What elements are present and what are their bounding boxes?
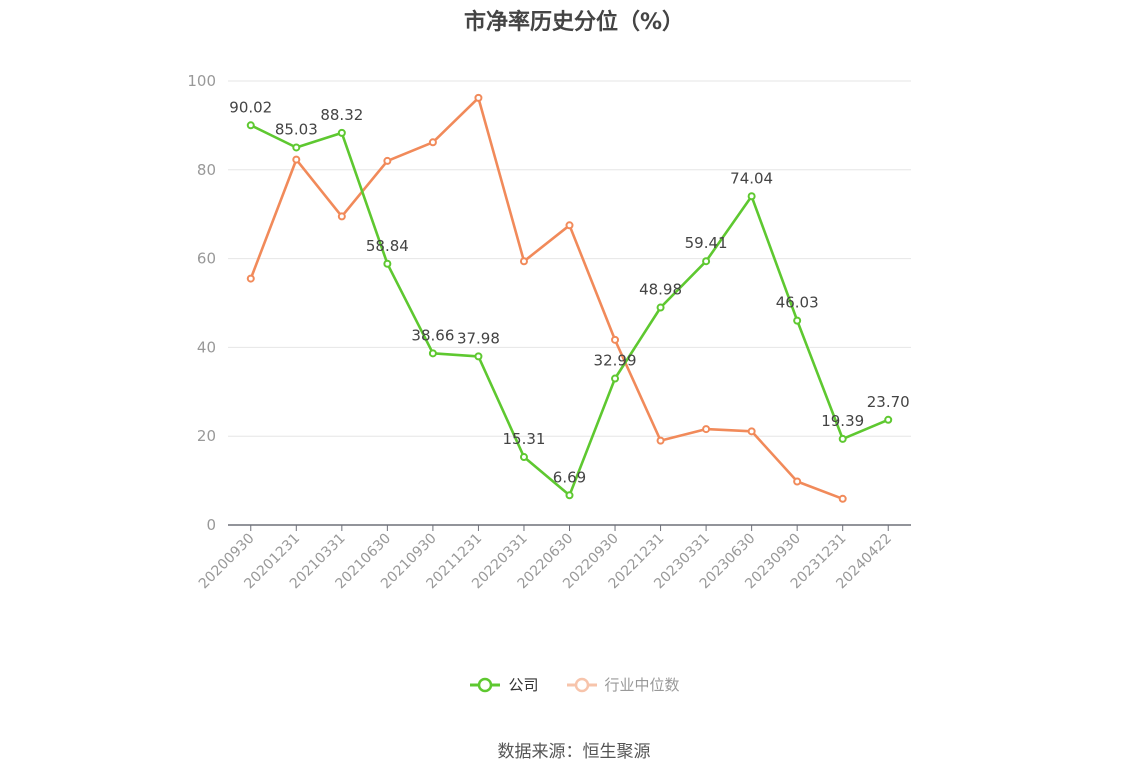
data-label-company: 37.98 — [457, 329, 500, 347]
data-label-company: 38.66 — [411, 326, 454, 344]
data-point-company[interactable] — [246, 121, 255, 130]
data-source: 数据来源：恒生聚源 — [497, 742, 651, 762]
data-label-company: 59.41 — [685, 234, 728, 252]
series-group — [246, 93, 893, 503]
data-point-industry-median[interactable] — [747, 427, 756, 436]
data-point-company[interactable] — [383, 259, 392, 268]
data-point-industry-median[interactable] — [292, 155, 301, 164]
data-point-company[interactable] — [611, 374, 620, 383]
data-point-industry-median[interactable] — [611, 335, 620, 344]
line-chart: 0 20 40 60 80 100 202009302020123120210331202… — [187, 72, 911, 592]
data-point-company[interactable] — [292, 143, 301, 152]
data-point-industry-median[interactable] — [793, 477, 802, 486]
data-point-company[interactable] — [702, 257, 711, 266]
x-axis: 2020093020201231202103312021063020210930… — [196, 524, 911, 592]
data-label-company: 32.99 — [594, 352, 637, 370]
data-label-company: 6.69 — [553, 468, 586, 486]
data-point-company[interactable] — [747, 192, 756, 201]
data-label-company: 15.31 — [502, 430, 545, 448]
grid-lines — [228, 80, 911, 437]
y-axis: 0 20 40 60 80 100 — [187, 72, 216, 534]
chart-title: 市净率历史分位（%） — [463, 10, 685, 35]
data-label-company: 23.70 — [867, 393, 910, 411]
legend-label-industry-median: 行业中位数 — [604, 676, 680, 694]
data-point-industry-median[interactable] — [428, 138, 437, 147]
data-label-company: 85.03 — [275, 120, 318, 138]
data-point-industry-median[interactable] — [838, 494, 847, 503]
data-label-company: 74.04 — [730, 169, 773, 187]
data-point-industry-median[interactable] — [246, 274, 255, 283]
data-point-industry-median[interactable] — [383, 156, 392, 165]
data-point-company[interactable] — [519, 453, 528, 462]
y-tick-label: 100 — [187, 72, 216, 90]
data-point-industry-median[interactable] — [519, 257, 528, 266]
data-point-company[interactable] — [474, 352, 483, 361]
data-point-industry-median[interactable] — [474, 93, 483, 102]
data-label-company: 90.02 — [229, 98, 272, 116]
data-label-company: 46.03 — [776, 294, 819, 312]
legend-item-company[interactable]: 公司 — [468, 674, 539, 695]
data-point-company[interactable] — [838, 434, 847, 443]
series-line-industry-median — [249, 96, 844, 501]
data-point-company[interactable] — [793, 316, 802, 325]
data-point-industry-median[interactable] — [565, 221, 574, 230]
y-tick-label: 40 — [197, 338, 216, 356]
data-point-industry-median[interactable] — [656, 436, 665, 445]
legend-label-company: 公司 — [508, 676, 539, 694]
legend-line-circle-icon — [566, 677, 597, 692]
y-tick-label: 0 — [206, 516, 216, 534]
data-point-industry-median[interactable] — [337, 212, 346, 221]
y-tick-label: 60 — [197, 250, 216, 268]
y-tick-label: 20 — [197, 427, 216, 445]
data-label-company: 19.39 — [821, 412, 864, 430]
legend-item-industry-median[interactable]: 行业中位数 — [565, 674, 680, 695]
legend-line-circle-icon — [470, 677, 501, 692]
y-tick-label: 80 — [197, 161, 216, 179]
data-point-company[interactable] — [337, 128, 346, 137]
data-label-company: 58.84 — [366, 237, 409, 255]
data-point-company[interactable] — [565, 491, 574, 500]
data-point-industry-median[interactable] — [702, 425, 711, 434]
data-label-company: 88.32 — [320, 106, 363, 124]
data-label-company: 48.98 — [639, 281, 682, 299]
legend: 公司 行业中位数 — [0, 674, 1148, 695]
data-point-company[interactable] — [656, 303, 665, 312]
data-point-company[interactable] — [884, 415, 893, 424]
data-point-company[interactable] — [428, 349, 437, 358]
